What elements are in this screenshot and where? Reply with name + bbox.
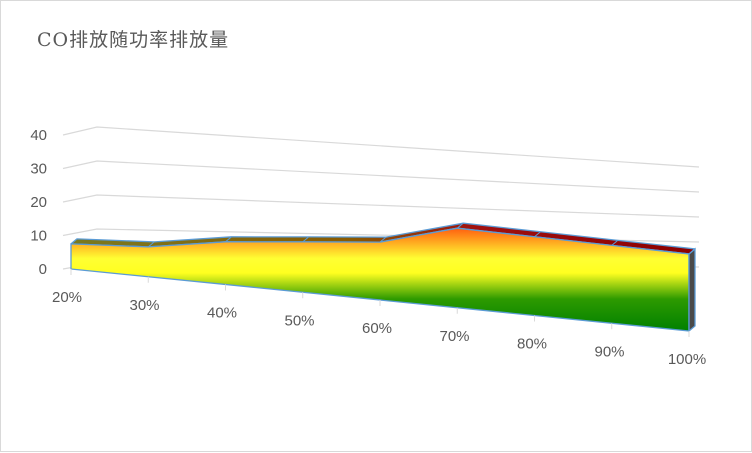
area-front-face <box>70 227 690 332</box>
gridline <box>62 194 700 218</box>
x-tick-label: 30% <box>129 297 159 314</box>
x-tick-label: 80% <box>517 336 547 353</box>
x-tick-label: 100% <box>668 351 706 368</box>
area-point <box>147 241 155 248</box>
area-point <box>379 236 387 243</box>
y-tick-label: 30 <box>30 161 47 178</box>
area-point <box>688 248 696 255</box>
x-tick-label: 40% <box>207 305 237 322</box>
area-point <box>70 238 78 245</box>
area-point <box>456 222 464 229</box>
y-tick-label: 0 <box>39 261 47 278</box>
area-point <box>534 231 541 238</box>
x-tick-label: 50% <box>284 312 314 329</box>
x-tick-label: 60% <box>362 320 392 337</box>
y-tick-label: 20 <box>30 194 47 211</box>
y-tick-label: 40 <box>30 127 47 144</box>
chart-title: CO排放随功率排放量 <box>37 29 230 51</box>
area-point <box>611 239 619 246</box>
x-tick-label: 70% <box>439 328 469 345</box>
x-tick-label: 20% <box>52 289 82 306</box>
gridline <box>62 160 700 193</box>
x-tick-label: 90% <box>594 343 624 360</box>
area-point <box>225 236 232 243</box>
area-side-face <box>688 247 696 333</box>
area-point <box>302 236 310 243</box>
y-tick-label: 10 <box>30 228 47 245</box>
gridline <box>62 126 700 168</box>
